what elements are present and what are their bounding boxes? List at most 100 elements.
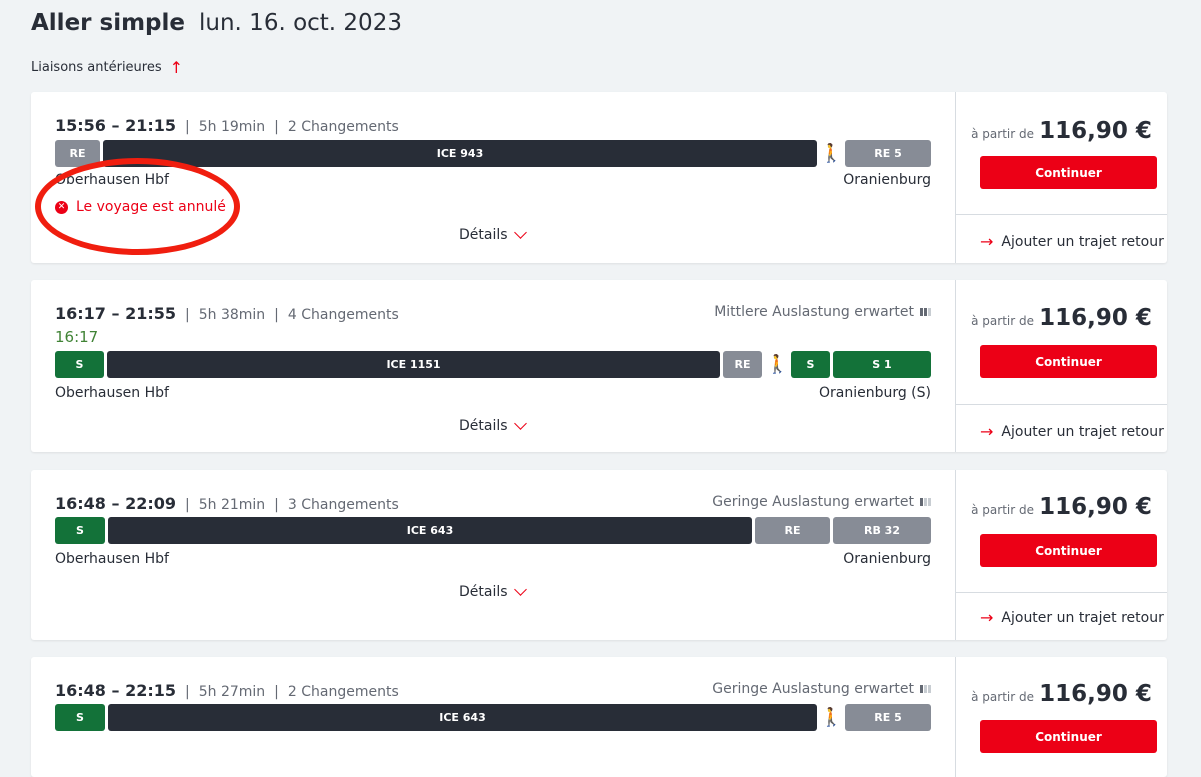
- details-toggle[interactable]: Détails: [459, 582, 527, 600]
- occupancy-label: Mittlere Auslastung erwartet: [714, 304, 914, 320]
- travel-date: lun. 16. oct. 2023: [199, 10, 402, 36]
- changes-count: 3 Changements: [287, 497, 399, 513]
- journey-info: 16:48 – 22:09 | 5h 21min | 3 Changements Geri…: [31, 470, 955, 640]
- train-segment: S: [55, 351, 104, 378]
- walk-icon: 🚶: [820, 707, 843, 728]
- add-return-link[interactable]: → Ajouter un trajet retour: [980, 232, 1164, 251]
- journey-times: 16:17 – 21:55: [55, 304, 176, 323]
- train-segment: RE: [723, 351, 762, 378]
- earlier-connections-link[interactable]: Liaisons antérieures ↑: [31, 58, 183, 77]
- train-segment: S: [791, 351, 830, 378]
- arrow-up-icon: ↑: [169, 58, 184, 77]
- occupancy-icon: [920, 685, 931, 693]
- price-panel: à partir de 116,90 € Continuer → Ajouter u…: [955, 280, 1167, 452]
- trip-type: Aller simple: [31, 10, 186, 36]
- add-return-link[interactable]: → Ajouter un trajet retour: [980, 608, 1164, 627]
- continue-button[interactable]: Continuer: [980, 534, 1157, 567]
- changes-count: 4 Changements: [287, 307, 399, 323]
- details-toggle[interactable]: Détails: [459, 416, 527, 434]
- destination-station: Oranienburg: [843, 551, 931, 567]
- add-return-label: Ajouter un trajet retour: [1001, 233, 1164, 250]
- journey-card[interactable]: 15:56 – 21:15 | 5h 19min | 2 Changements RE IC…: [31, 92, 1167, 263]
- continue-button[interactable]: Continuer: [980, 345, 1157, 378]
- chevron-down-icon: [513, 416, 527, 430]
- price: à partir de 116,90 €: [956, 118, 1167, 144]
- realtime-departure: 16:17: [55, 328, 99, 346]
- page-title: Aller simple lun. 16. oct. 2023: [31, 10, 402, 36]
- arrow-right-icon: →: [980, 232, 994, 251]
- occupancy-info: Geringe Auslastung erwartet: [712, 494, 931, 510]
- price-prefix: à partir de: [971, 127, 1034, 141]
- journey-card[interactable]: 16:48 – 22:15 | 5h 27min | 2 Changements Geri…: [31, 657, 1167, 777]
- train-segment: S: [55, 704, 105, 731]
- train-segment: RE: [55, 140, 100, 167]
- journey-segments: S ICE 1151 RE 🚶 S S 1: [55, 351, 931, 378]
- price-panel: à partir de 116,90 € Continuer → Ajouter u…: [955, 470, 1167, 640]
- occupancy-icon: [920, 498, 931, 506]
- train-segment: S 1: [833, 351, 931, 378]
- journey-summary: 16:17 – 21:55 | 5h 38min | 4 Changements: [55, 304, 399, 323]
- train-segment: ICE 1151: [107, 351, 720, 378]
- add-return-link[interactable]: → Ajouter un trajet retour: [980, 422, 1164, 441]
- price: à partir de 116,90 €: [956, 305, 1167, 331]
- divider: [956, 592, 1167, 593]
- details-label: Détails: [459, 418, 508, 434]
- journey-times: 16:48 – 22:15: [55, 681, 176, 700]
- changes-count: 2 Changements: [287, 119, 399, 135]
- chevron-down-icon: [513, 225, 527, 239]
- price: à partir de 116,90 €: [956, 494, 1167, 520]
- changes-count: 2 Changements: [287, 684, 399, 700]
- earlier-label: Liaisons antérieures: [31, 60, 162, 75]
- train-segment: ICE 943: [103, 140, 817, 167]
- duration: 5h 19min: [198, 119, 266, 135]
- destination-station: Oranienburg: [843, 172, 931, 188]
- journey-card[interactable]: 16:48 – 22:09 | 5h 21min | 3 Changements Geri…: [31, 470, 1167, 640]
- journey-summary: 15:56 – 21:15 | 5h 19min | 2 Changements: [55, 116, 399, 135]
- journey-segments: S ICE 643 🚶 RE 5: [55, 704, 931, 731]
- journey-times: 15:56 – 21:15: [55, 116, 176, 135]
- train-segment: RE 5: [845, 140, 931, 167]
- add-return-label: Ajouter un trajet retour: [1001, 609, 1164, 626]
- error-icon: ✕: [55, 200, 68, 214]
- journey-summary: 16:48 – 22:09 | 5h 21min | 3 Changements: [55, 494, 399, 513]
- details-label: Détails: [459, 227, 508, 243]
- journey-segments: S ICE 643 RE RB 32: [55, 517, 931, 544]
- divider: [956, 214, 1167, 215]
- price-prefix: à partir de: [971, 690, 1034, 704]
- origin-station: Oberhausen Hbf: [55, 385, 169, 401]
- details-toggle[interactable]: Détails: [459, 225, 527, 243]
- price-prefix: à partir de: [971, 314, 1034, 328]
- arrow-right-icon: →: [980, 422, 994, 441]
- train-segment: RE: [755, 517, 830, 544]
- train-segment: S: [55, 517, 105, 544]
- journey-info: 16:17 – 21:55 | 5h 38min | 4 Changements Mitt…: [31, 280, 955, 452]
- journey-summary: 16:48 – 22:15 | 5h 27min | 2 Changements: [55, 681, 399, 700]
- duration: 5h 27min: [198, 684, 266, 700]
- arrow-right-icon: →: [980, 608, 994, 627]
- add-return-label: Ajouter un trajet retour: [1001, 423, 1164, 440]
- cancelled-label: Le voyage est annulé: [76, 199, 226, 215]
- occupancy-label: Geringe Auslastung erwartet: [712, 494, 914, 510]
- origin-station: Oberhausen Hbf: [55, 172, 169, 188]
- cancelled-notice: ✕ Le voyage est annulé: [55, 199, 226, 215]
- price-prefix: à partir de: [971, 503, 1034, 517]
- train-segment: RE 5: [845, 704, 931, 731]
- walk-icon: 🚶: [820, 143, 843, 164]
- journey-segments: RE ICE 943 🚶 RE 5: [55, 140, 931, 167]
- train-segment: ICE 643: [108, 517, 752, 544]
- divider: [956, 404, 1167, 405]
- chevron-down-icon: [513, 582, 527, 596]
- details-label: Détails: [459, 584, 508, 600]
- journey-times: 16:48 – 22:09: [55, 494, 176, 513]
- price-value: 116,90 €: [1039, 118, 1152, 144]
- continue-button[interactable]: Continuer: [980, 156, 1157, 189]
- journey-info: 15:56 – 21:15 | 5h 19min | 2 Changements RE IC…: [31, 92, 955, 263]
- price: à partir de 116,90 €: [956, 681, 1167, 707]
- occupancy-info: Mittlere Auslastung erwartet: [714, 304, 931, 320]
- destination-station: Oranienburg (S): [818, 385, 931, 401]
- journey-card[interactable]: 16:17 – 21:55 | 5h 38min | 4 Changements Mitt…: [31, 280, 1167, 452]
- origin-station: Oberhausen Hbf: [55, 551, 169, 567]
- price-value: 116,90 €: [1039, 681, 1152, 707]
- continue-button[interactable]: Continuer: [980, 720, 1157, 753]
- duration: 5h 38min: [198, 307, 266, 323]
